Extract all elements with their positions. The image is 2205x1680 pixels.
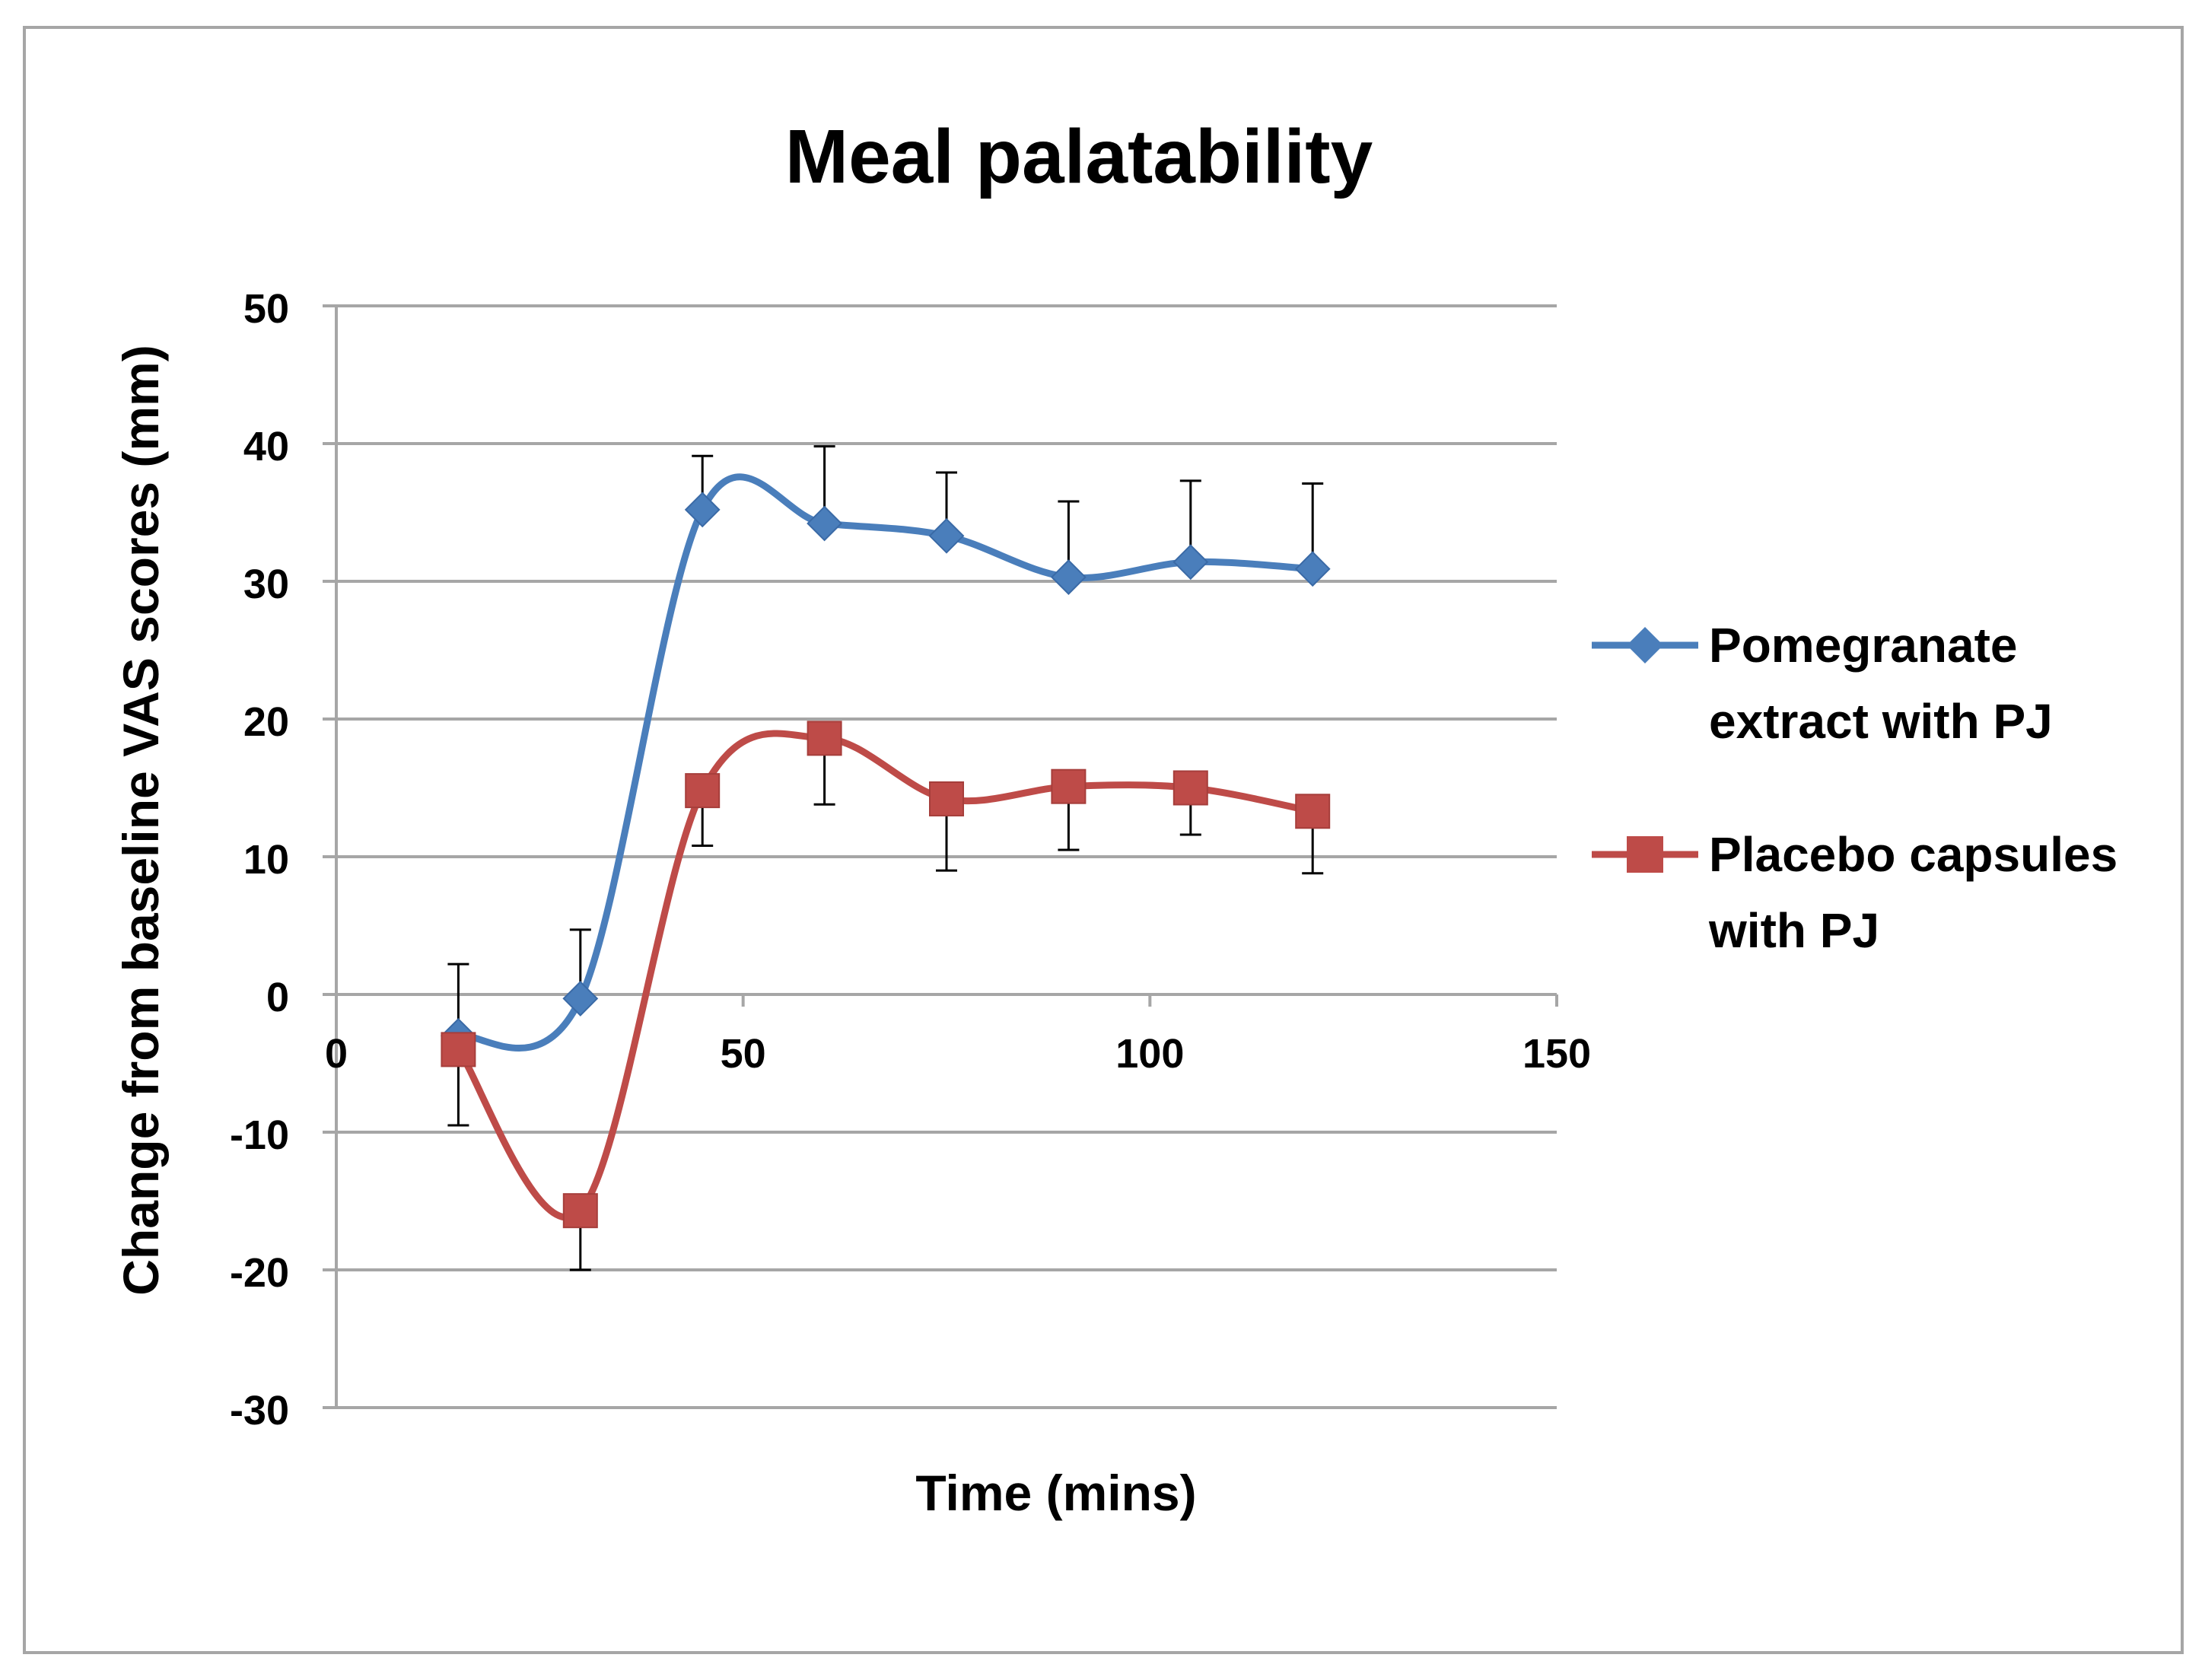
legend-label: Pomegranate extract with PJ xyxy=(1709,618,2053,749)
axes xyxy=(335,306,1558,1408)
chart-frame xyxy=(23,26,2184,1654)
legend-label-line: Pomegranate xyxy=(1709,618,2017,673)
y-tick-label: 10 xyxy=(243,837,289,883)
y-tick-label: 0 xyxy=(266,975,289,1020)
legend-marker-square xyxy=(1627,836,1663,873)
data-point-diamond xyxy=(1294,551,1331,587)
y-tick-label: -10 xyxy=(230,1112,289,1158)
legend-label-line: with PJ xyxy=(1708,903,1879,958)
legend: Pomegranate extract with PJ Placebo capsul… xyxy=(1592,618,2118,958)
data-point-diamond xyxy=(928,517,965,554)
data-point-square xyxy=(929,781,964,816)
y-tick-label: 40 xyxy=(243,424,289,469)
y-tick-label: -30 xyxy=(230,1388,289,1433)
data-point-diamond xyxy=(807,505,843,542)
data-point-square xyxy=(1295,794,1331,829)
data-point-diamond xyxy=(1172,544,1209,581)
y-tick-label: 30 xyxy=(243,562,289,607)
y-tick-label: 50 xyxy=(243,286,289,332)
gridlines xyxy=(323,304,1557,1409)
data-point-square xyxy=(685,773,721,809)
error-bars xyxy=(447,445,1324,1271)
data-point-diamond xyxy=(1050,559,1087,595)
chart-title: Meal palatability xyxy=(785,114,1373,199)
y-axis-title: Change from baseline VAS scores (mm) xyxy=(113,345,169,1295)
x-tick-label: 0 xyxy=(325,1031,348,1077)
series-markers xyxy=(440,492,1331,1229)
x-axis-title: Time (mins) xyxy=(915,1465,1196,1521)
data-point-diamond xyxy=(684,492,721,528)
data-point-square xyxy=(1172,770,1208,806)
x-tick-labels: 0 50 100 150 xyxy=(325,1031,1591,1077)
series-lines xyxy=(455,473,1314,1221)
x-tick-label: 150 xyxy=(1522,1031,1591,1077)
legend-label-line: Placebo capsules xyxy=(1709,827,2118,882)
data-point-diamond xyxy=(562,981,599,1017)
data-point-square xyxy=(1051,768,1087,804)
data-point-square xyxy=(807,721,842,756)
y-tick-label: 20 xyxy=(243,699,289,745)
x-tick-label: 100 xyxy=(1115,1031,1184,1077)
y-tick-labels: -30 -20 -10 0 10 20 30 40 50 xyxy=(230,286,289,1433)
legend-label: Placebo capsules with PJ xyxy=(1708,827,2118,958)
y-tick-label: -20 xyxy=(230,1250,289,1296)
legend-marker-diamond xyxy=(1627,627,1663,663)
data-point-square xyxy=(441,1032,476,1068)
x-tick-label: 50 xyxy=(721,1031,766,1077)
legend-label-line: extract with PJ xyxy=(1709,694,2053,749)
data-point-square xyxy=(562,1193,598,1229)
